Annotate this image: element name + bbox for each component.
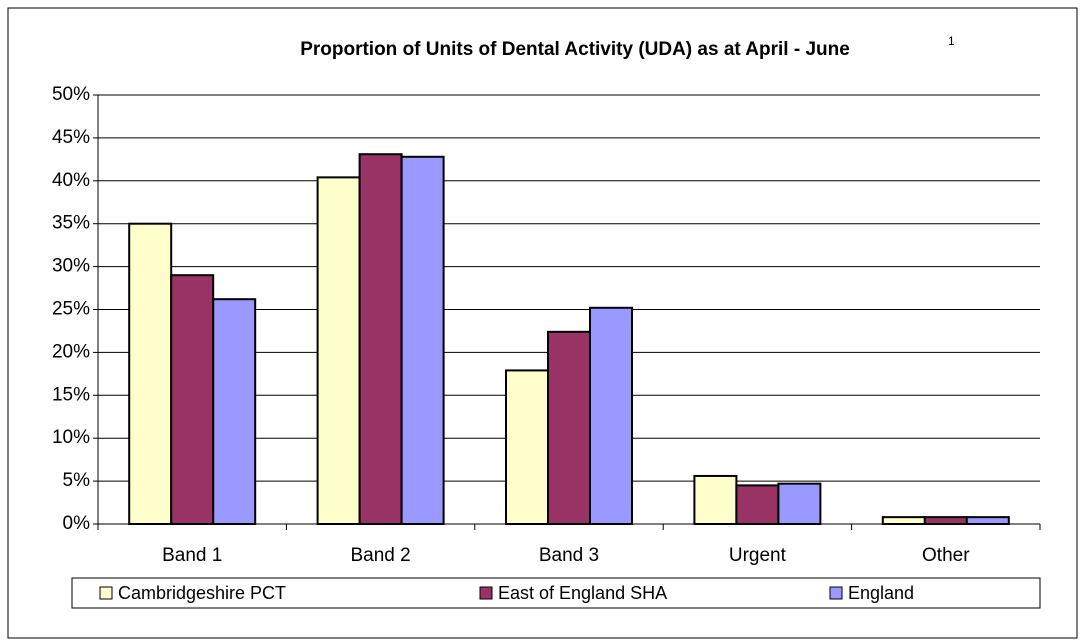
legend-label: England: [848, 583, 914, 603]
bar: [505, 369, 549, 525]
bar: [965, 516, 1010, 525]
bar: [693, 474, 738, 525]
bar: [400, 155, 445, 525]
bar: [547, 330, 591, 526]
y-tick-label: 5%: [63, 470, 91, 491]
bar: [735, 484, 780, 526]
legend-box: [71, 577, 1041, 609]
title-footnote: 1: [948, 34, 955, 48]
y-tick-label: 45%: [52, 127, 90, 148]
legend-swatch: [479, 586, 493, 600]
x-tick-label: Band 2: [350, 545, 410, 566]
y-tick-label: 20%: [52, 341, 90, 362]
legend-swatch: [829, 586, 843, 600]
y-tick-label: 50%: [52, 84, 90, 105]
legend-swatch: [99, 586, 113, 600]
chart-title: Proportion of Units of Dental Activity (…: [300, 39, 850, 60]
y-tick-label: 15%: [52, 384, 90, 405]
x-tick-label: Other: [922, 545, 970, 566]
bar: [170, 274, 215, 525]
x-tick-label: Urgent: [729, 545, 787, 566]
bar: [212, 298, 257, 526]
y-tick-label: 10%: [52, 427, 90, 448]
x-tick-label: Band 1: [162, 545, 222, 566]
bar: [358, 153, 403, 525]
y-tick-label: 30%: [52, 256, 90, 277]
bar: [923, 516, 968, 525]
legend-label: Cambridgeshire PCT: [118, 583, 286, 603]
bar: [777, 482, 822, 526]
y-tick-label: 40%: [52, 170, 90, 191]
legend-label: East of England SHA: [498, 583, 667, 603]
x-tick-label: Band 3: [539, 545, 599, 566]
y-tick-label: 35%: [52, 213, 90, 234]
bar: [589, 306, 633, 525]
y-tick-label: 25%: [52, 299, 90, 320]
y-tick-label: 0%: [63, 513, 91, 534]
bar: [316, 176, 361, 525]
bar: [128, 222, 173, 525]
bar: [881, 516, 926, 525]
